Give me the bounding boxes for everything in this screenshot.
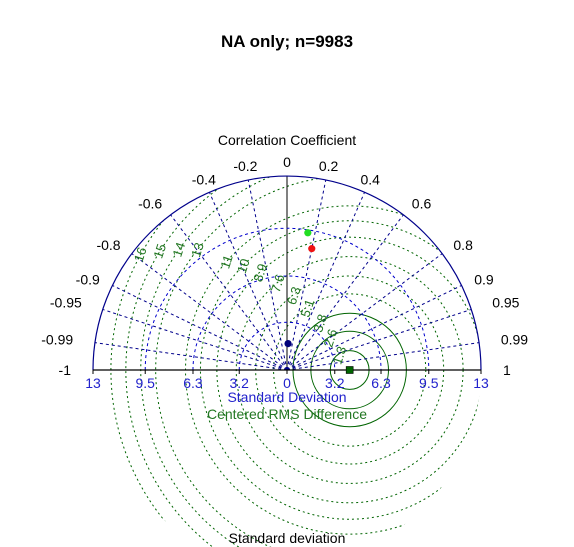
correlation-tick-label: -0.99 [41,332,73,348]
rms-label: 8.9 [250,262,270,284]
chart-title: NA only; n=9983 [221,32,353,51]
correlation-ray [247,179,288,371]
rms-label: 16 [131,245,150,263]
rms-label: 1.3 [329,344,349,366]
correlation-tick-label: 0.8 [453,237,473,253]
correlation-ray [131,253,288,371]
correlation-tick-label: 0.4 [360,171,380,187]
std-tick-label: 13 [85,375,101,391]
correlation-ray [286,191,366,371]
rms-circle [155,176,481,547]
points-layer [284,229,354,374]
correlation-tick-label: 0.6 [412,196,432,212]
correlation-tick-label: -0.9 [76,271,100,287]
rms-label: 7.6 [268,272,288,294]
std-tick-label: 6.3 [183,375,203,391]
correlation-tick-label: 0.9 [474,271,494,287]
correlation-tick-label: -0.95 [50,295,82,311]
rms-label: 6.3 [284,285,304,307]
correlation-ray [208,191,288,371]
std-circle [238,321,336,371]
reference-point [345,366,354,374]
std-axis-title: Standard Deviation [227,389,346,405]
correlation-ray [286,253,443,371]
grid-layer [92,175,482,547]
correlation-tick-label: 0 [283,154,291,170]
point-model-navy [284,340,292,348]
correlation-tick-label: -0.6 [138,196,162,212]
correlation-tick-label: -0.4 [192,171,216,187]
rms-label: 2.6 [320,327,340,349]
correlation-tick-label: 0.95 [492,295,519,311]
rms-circle [140,176,481,547]
correlation-ray [286,284,462,371]
correlation-tick-label: -0.2 [233,158,257,174]
correlation-ray [286,214,404,371]
std-tick-label: 6.3 [371,375,391,391]
rms-label: 5.1 [297,297,317,319]
rms-label: 3.8 [310,312,330,334]
correlation-ray [286,179,327,371]
point-model-red [308,245,316,253]
point-model-green [304,229,312,237]
std-tick-label: 0 [283,375,291,391]
rms-circle [216,236,481,504]
correlation-tick-label: -0.8 [96,237,120,253]
correlation-tick-label: 1 [503,362,511,378]
correlation-ray [170,214,288,371]
std-tick-label: 3.2 [230,375,250,391]
std-tick-label: 9.5 [419,375,439,391]
correlation-ray [102,308,288,371]
correlation-ray [94,342,288,371]
correlation-tick-label: -1 [59,362,72,378]
rms-label: 14 [169,240,188,258]
correlation-ray [112,284,288,371]
correlation-ray [286,342,480,371]
correlation-axis-title: Correlation Coefficient [218,132,356,148]
outer-arc [92,175,482,371]
rms-label: 15 [150,242,169,260]
rms-label: 13 [188,241,207,259]
rms-label: 11 [217,253,235,270]
std-tick-label: 3.2 [325,375,345,391]
rms-axis-title: Centered RMS Difference [207,406,367,422]
std-tick-label: 9.5 [135,375,155,391]
std-circle [144,227,430,371]
rms-label: 10 [234,257,253,275]
correlation-ray [286,308,472,371]
correlation-tick-label: 0.99 [501,332,528,348]
std-tick-label: 13 [473,375,489,391]
correlation-tick-label: 0.2 [319,158,339,174]
std-circle [192,275,382,371]
footer-label: Standard deviation [229,530,346,546]
